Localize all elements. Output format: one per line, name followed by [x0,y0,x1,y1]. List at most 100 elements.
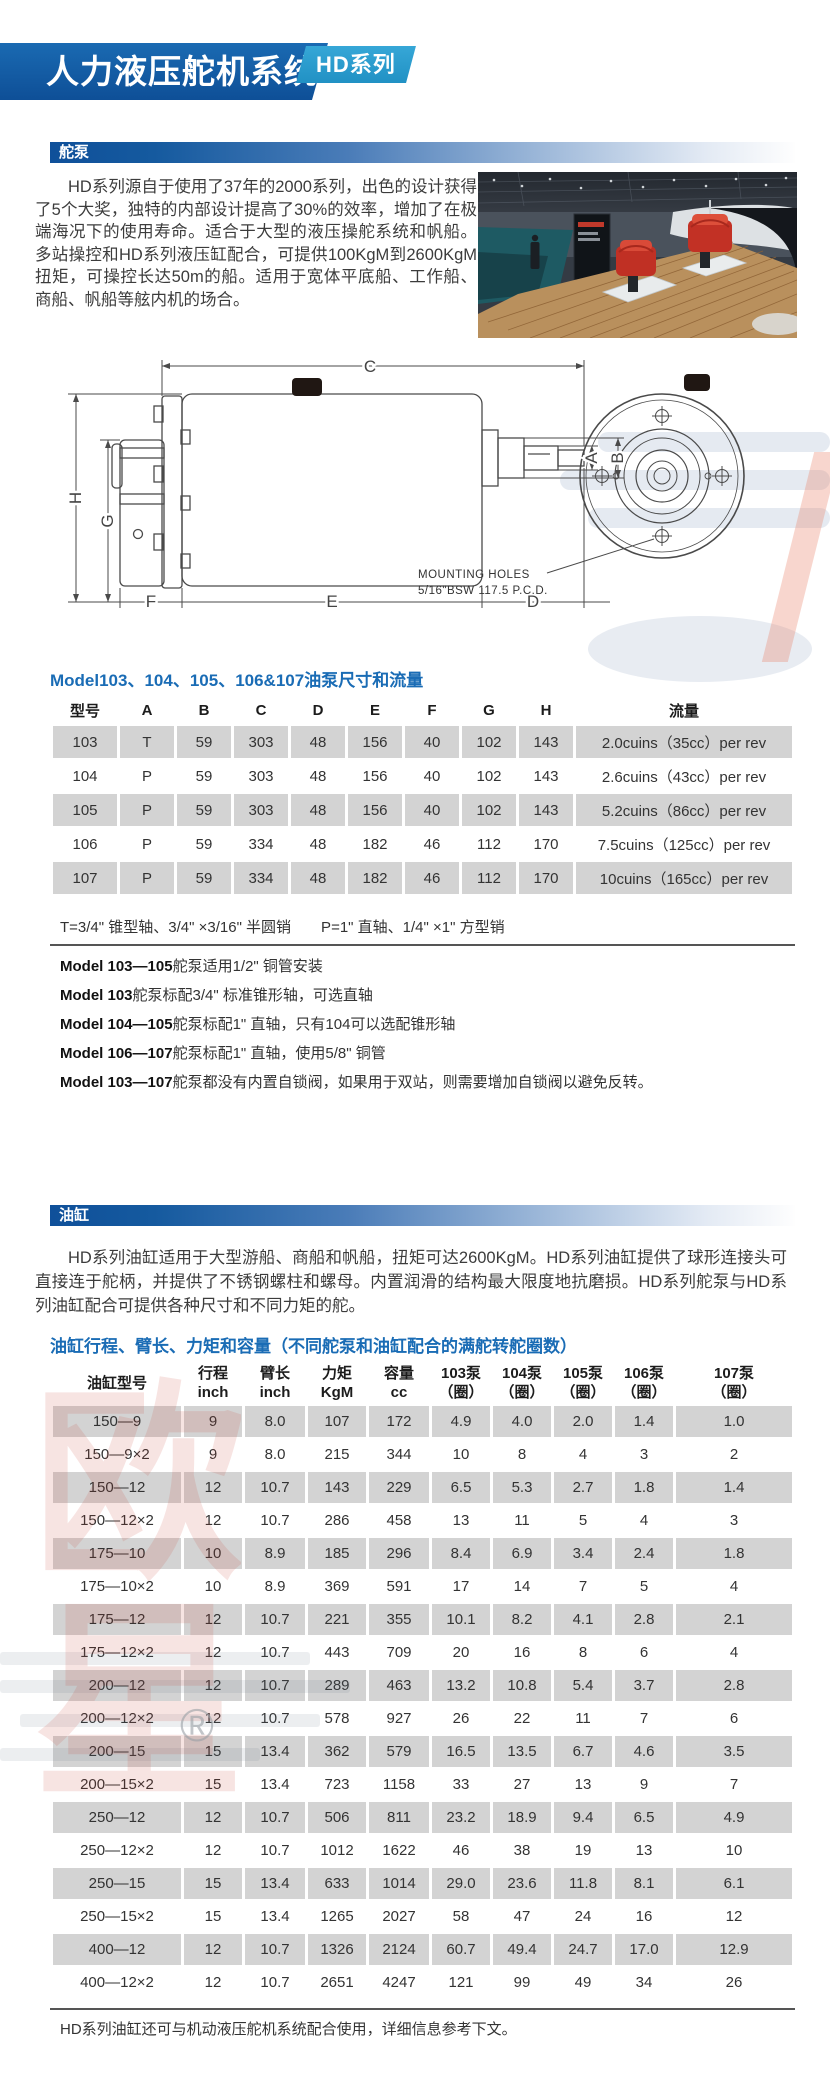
table-cell: 5 [578,1512,588,1529]
table-cell: 48 [291,862,345,894]
table-cell: 112 [462,862,516,894]
table-cell: 20 [452,1644,470,1661]
table-cell: 8.1 [615,1868,673,1899]
table-cell: 15 [204,1908,222,1925]
column-header: 103泵 （圈） [438,1365,484,1401]
dim-label-h: H [66,492,85,504]
table-cell: 2651 [320,1974,354,1991]
table-cell: 7.5cuins（125cc）per rev [597,836,771,854]
table-cell: 105 [53,794,117,826]
table-cell: 12 [204,1512,222,1529]
table-cell: 579 [369,1736,429,1767]
table-cell: 3.7 [615,1670,673,1701]
table-cell: T [120,726,174,758]
table-cell: 15 [204,1776,222,1793]
table-cell: 289 [308,1670,366,1701]
table-cell: 46 [405,862,459,894]
table-cell: 11 [514,1512,530,1529]
table-row: 200—15 15 13.4 362 579 16.5 13.5 6.7 4.6 3.5 [53,1736,792,1767]
table-cell: 8.9 [264,1578,286,1595]
table-cell: P [120,794,174,826]
table-cell: 175—12×2 [80,1644,154,1661]
table-cell: 400—12 [53,1934,181,1965]
pump-table-header-row: 型号 A B C D E F G H 流量 [53,696,792,724]
table-cell: 200—15 [53,1736,181,1767]
table-cell: 4.6 [615,1736,673,1767]
table-cell: 27 [513,1776,531,1793]
table-cell: 6 [639,1644,649,1661]
section-bar-cylinder: 油缸 [50,1205,795,1226]
table-cell: 463 [369,1670,429,1701]
table-row: 150—9 9 8.0 107 172 4.9 4.0 2.0 1.4 1.0 [53,1406,792,1437]
column-header: B [198,701,210,719]
column-header: C [255,701,267,719]
table-cell: 16 [635,1908,653,1925]
column-header: 105泵 （圈） [560,1365,606,1401]
table-cell: 709 [386,1644,412,1661]
table-cell: 7 [729,1776,739,1793]
table-cell: 59 [195,835,213,853]
table-row: 200—15×2 15 13.4 723 1158 33 27 13 9 7 [53,1769,792,1800]
table-cell: 4.9 [432,1406,490,1437]
table-row: 175—12 12 10.7 221 355 10.1 8.2 4.1 2.8 2.1 [53,1604,792,1635]
table-row: 250—12 12 10.7 506 811 23.2 18.9 9.4 6.5 4.9 [53,1802,792,1833]
table-cell: 59 [177,726,231,758]
table-cell: 102 [476,767,502,785]
column-header: 行程 inch [197,1365,229,1401]
table-cell: 106 [72,835,98,853]
table-cell: 38 [513,1842,531,1859]
table-cell: 175—10 [53,1538,181,1569]
table-cell: 229 [369,1472,429,1503]
column-header: D [312,701,324,719]
table-cell: 26 [725,1974,743,1991]
table-cell: 4 [729,1644,739,1661]
red-pump-1 [616,240,656,292]
table-cell: 2 [729,1446,739,1463]
table-cell: 150—12 [53,1472,181,1503]
table-cell: 104 [72,767,98,785]
table-row: 150—12 12 10.7 143 229 6.5 5.3 2.7 1.8 1.4 [53,1472,792,1503]
table-cell: 24.7 [554,1934,612,1965]
column-header: A [141,701,153,719]
table-cell: 8.2 [493,1604,551,1635]
column-header: 臂长 inch [259,1365,291,1401]
table-cell: 286 [324,1512,350,1529]
table-cell: 4247 [382,1974,416,1991]
table-cell: 40 [423,767,441,785]
dim-label-d: D [527,592,539,611]
table-cell: 150—9 [53,1406,181,1437]
section-bar-pump: 舵泵 [50,142,795,163]
table-cell: 107 [308,1406,366,1437]
table-cell: 12 [204,1974,222,1991]
table-row: 175—12×2 12 10.7 443 709 20 16 8 6 4 [53,1637,792,1668]
table-cell: 185 [308,1538,366,1569]
filler-cap-front [684,374,710,391]
dim-label-e: E [326,592,337,611]
table-cell: 6.1 [676,1868,792,1899]
column-header: H [540,701,552,719]
product-photo [478,172,797,338]
cylinder-table-header-row: 油缸型号 行程 inch 臂长 inch 力矩 KgM 容量 cc 103泵 （圈） 10… [53,1362,792,1404]
table-cell: 2124 [369,1934,429,1965]
table-cell: 40 [405,726,459,758]
table-cell: 12 [204,1644,222,1661]
table-cell: 1.4 [676,1472,792,1503]
table-cell: 723 [324,1776,350,1793]
mounting-holes-note-line1: MOUNTING HOLES [418,569,530,581]
model-note: Model 104—105舵泵标配1" 直轴，只有104可以选配锥形轴 [60,1016,456,1033]
table-cell: 11.8 [554,1868,612,1899]
dim-label-a: A [582,452,601,464]
pump-intro-paragraph: HD系列源自于使用了37年的2000系列，出色的设计获得了5个大奖，独特的内部设… [35,178,477,309]
table-row: 105 P 59 303 48 156 40 102 143 5.2cuins（86cc）per … [53,794,792,826]
table-cell: 10.7 [260,1842,290,1859]
table-row: 107 P 59 334 48 182 46 112 170 10cuins（165cc）per … [53,862,792,894]
table-cell: 200—12 [53,1670,181,1701]
table-cell: 4 [578,1446,588,1463]
dim-label-b: B [608,452,627,463]
table-cell: 13 [574,1776,592,1793]
table-cell: 13.2 [432,1670,490,1701]
table-cell: 15 [184,1868,242,1899]
table-cell: 7 [639,1710,649,1727]
table-cell: 458 [386,1512,412,1529]
table-cell: 1326 [308,1934,366,1965]
